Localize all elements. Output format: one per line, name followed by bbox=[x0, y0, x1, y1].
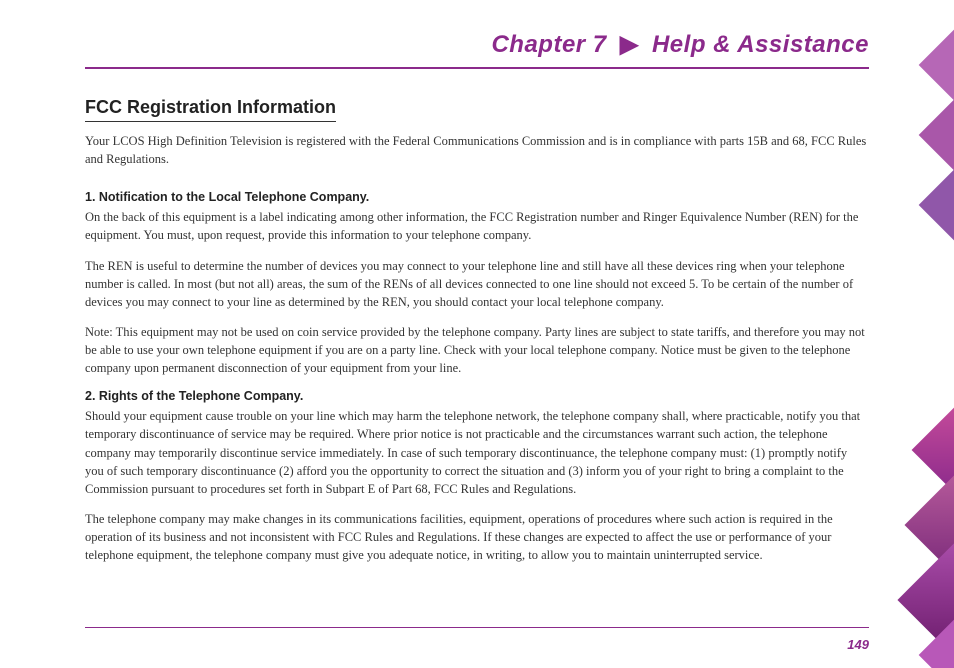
subheading-2: 2. Rights of the Telephone Company. bbox=[85, 389, 869, 403]
sub1-p1: On the back of this equipment is a label… bbox=[85, 208, 869, 244]
sub2-p2: The telephone company may make changes i… bbox=[85, 510, 869, 564]
section-title: FCC Registration Information bbox=[85, 97, 336, 122]
sub1-p2: The REN is useful to determine the numbe… bbox=[85, 257, 869, 311]
page-container: Chapter 7 ▶ Help & Assistance FCC Regist… bbox=[0, 0, 954, 668]
chapter-name: Help & Assistance bbox=[652, 31, 869, 58]
chapter-number: Chapter 7 bbox=[491, 31, 606, 58]
chapter-header: Chapter 7 ▶ Help & Assistance bbox=[85, 30, 869, 69]
page-number: 149 bbox=[847, 637, 869, 652]
subheading-1: 1. Notification to the Local Telephone C… bbox=[85, 190, 869, 204]
section-intro: Your LCOS High Definition Television is … bbox=[85, 132, 869, 168]
footer-rule bbox=[85, 627, 869, 628]
sub1-p3: Note: This equipment may not be used on … bbox=[85, 323, 869, 377]
chapter-title: Chapter 7 ▶ Help & Assistance bbox=[491, 31, 869, 58]
sub2-p1: Should your equipment cause trouble on y… bbox=[85, 407, 869, 498]
arrow-icon: ▶ bbox=[620, 30, 639, 59]
